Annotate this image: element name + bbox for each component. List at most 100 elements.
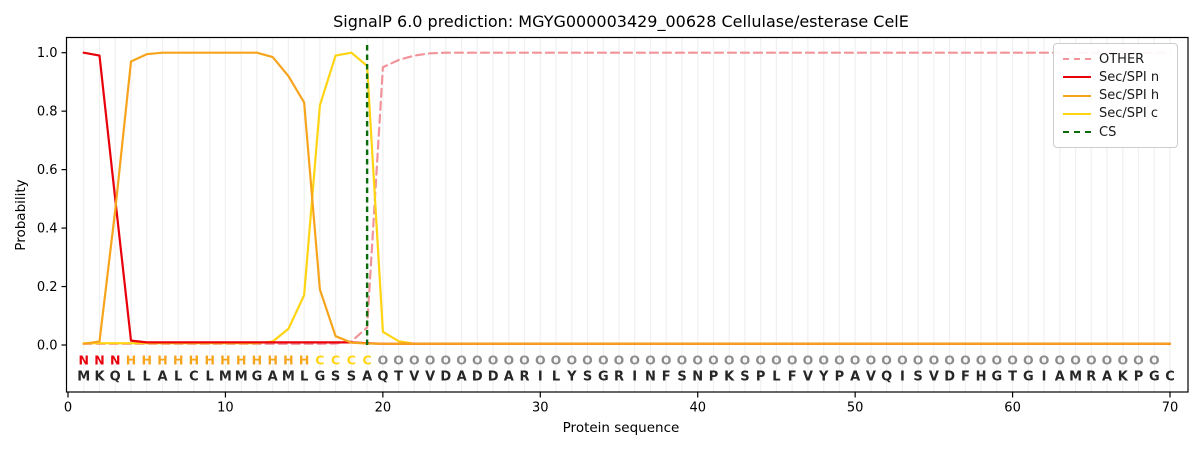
residue-letter: C	[1165, 370, 1175, 385]
plot-border	[65, 36, 1189, 393]
annotation-letter: N	[94, 353, 104, 368]
annotation-letter: H	[141, 353, 151, 368]
annotation-letter: O	[755, 353, 766, 368]
annotation-letter: O	[629, 353, 640, 368]
annotation-letter: O	[378, 353, 389, 368]
residue-letter: I	[1042, 370, 1047, 385]
x-tick-label: 70	[1162, 401, 1179, 416]
legend-label-cs: CS	[1099, 124, 1117, 140]
residue-letter: A	[157, 370, 167, 385]
residue-letter: M	[282, 370, 295, 385]
annotation-letter: O	[818, 353, 829, 368]
sec-spi-h-series-line	[82, 51, 1172, 345]
residue-letter: L	[552, 370, 560, 385]
legend-item-other: OTHER	[1063, 52, 1168, 67]
residue-letter: D	[472, 370, 483, 385]
annotation-letter: O	[897, 353, 908, 368]
y-tick-label: 0.0	[37, 339, 58, 354]
annotation-letter: N	[110, 353, 120, 368]
annotation-letter: C	[315, 353, 324, 368]
legend-line-sec-spi-c-icon	[1063, 112, 1091, 115]
x-tick-label: 40	[689, 401, 706, 416]
annotation-letter: O	[944, 353, 955, 368]
annotation-letter: C	[347, 353, 356, 368]
residue-letter: S	[331, 370, 340, 385]
residue-letter: V	[803, 370, 813, 385]
legend-line-cs-icon	[1063, 131, 1091, 133]
residue-letter: V	[929, 370, 939, 385]
annotation-letter: O	[614, 353, 625, 368]
annotation-letter: O	[929, 353, 940, 368]
annotation-letter: O	[503, 353, 514, 368]
residue-letter: I	[632, 370, 637, 385]
residue-letter: S	[740, 370, 749, 385]
residue-letter: A	[1102, 370, 1112, 385]
annotation-letter: H	[157, 353, 167, 368]
residue-letter: I	[538, 370, 543, 385]
annotation-letter: H	[189, 353, 199, 368]
annotation-letter: H	[126, 353, 136, 368]
x-tick-label: 60	[1004, 401, 1021, 416]
residue-letter: R	[1086, 370, 1096, 385]
residue-letter: D	[944, 370, 955, 385]
residue-letter: T	[1008, 370, 1017, 385]
y-tick-label: 0.2	[37, 280, 58, 295]
residue-letter: A	[362, 370, 372, 385]
annotation-letter: O	[661, 353, 672, 368]
other-series-line	[82, 51, 1172, 345]
annotation-letter: O	[1039, 353, 1050, 368]
residue-letter: R	[519, 370, 529, 385]
annotation-letter: O	[960, 353, 971, 368]
annotation-letter: H	[204, 353, 214, 368]
x-tick-label: 30	[532, 401, 549, 416]
annotation-letter: O	[598, 353, 609, 368]
annotation-letter: O	[1149, 353, 1160, 368]
residue-letter: K	[94, 370, 105, 385]
residue-letter: L	[127, 370, 135, 385]
residue-letter: T	[394, 370, 403, 385]
legend-label-sec-spi-c: Sec/SPI c	[1099, 106, 1158, 122]
y-tick-label: 1.0	[37, 46, 58, 61]
residue-letter: P	[756, 370, 766, 385]
residue-letter: A	[504, 370, 514, 385]
annotation-letter: O	[1133, 353, 1144, 368]
x-tick-label: 10	[217, 401, 234, 416]
legend-item-cs: CS	[1063, 124, 1168, 140]
residue-letter: L	[300, 370, 308, 385]
annotation-letter: H	[252, 353, 262, 368]
x-axis-ticks: 0 10 20 30 40 50 60 70	[64, 392, 1178, 416]
annotation-letter: O	[692, 353, 703, 368]
residue-letter: I	[900, 370, 905, 385]
residue-letter: R	[614, 370, 624, 385]
annotation-letter: O	[677, 353, 688, 368]
residue-letter: S	[583, 370, 592, 385]
legend-item-sec-spi-h: Sec/SPI h	[1063, 88, 1168, 103]
annotation-letter: O	[393, 353, 404, 368]
annotation-letter: C	[363, 353, 372, 368]
annotation-letter: O	[645, 353, 656, 368]
residue-letter: F	[961, 370, 970, 385]
residue-letter: S	[347, 370, 356, 385]
x-axis-label: Protein sequence	[562, 420, 680, 436]
annotation-letter: H	[236, 353, 246, 368]
residue-letter: P	[709, 370, 719, 385]
residue-letter: A	[268, 370, 278, 385]
residue-letter: L	[772, 370, 780, 385]
residue-letter: D	[440, 370, 451, 385]
residue-letter: A	[850, 370, 860, 385]
residue-letter: L	[206, 370, 214, 385]
y-axis-label: Probability	[13, 179, 29, 251]
residue-letter: V	[409, 370, 419, 385]
residue-letter: F	[788, 370, 797, 385]
legend-label-sec-spi-n: Sec/SPI n	[1099, 69, 1160, 85]
residue-letter: Y	[818, 370, 829, 385]
annotation-letter: O	[740, 353, 751, 368]
chart-title: SignalP 6.0 prediction: MGYG000003429_00…	[333, 12, 909, 31]
residue-letter: Y	[566, 370, 577, 385]
annotation-letter: O	[425, 353, 436, 368]
annotation-letter: H	[220, 353, 230, 368]
residue-letter: G	[598, 370, 609, 385]
